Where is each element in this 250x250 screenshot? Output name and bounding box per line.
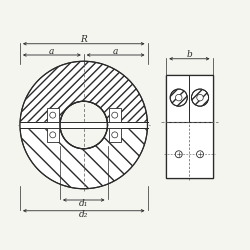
Bar [166, 75, 212, 178]
Text: d₁: d₁ [79, 199, 88, 208]
Circle shape [170, 89, 187, 106]
Circle shape [112, 132, 118, 138]
Bar [109, 128, 121, 142]
Text: d₂: d₂ [79, 210, 88, 219]
Circle shape [197, 94, 203, 101]
Circle shape [112, 112, 118, 118]
Bar [166, 75, 212, 178]
Bar [109, 108, 121, 122]
Circle shape [50, 112, 56, 118]
Circle shape [50, 132, 56, 138]
Circle shape [175, 151, 182, 158]
Bar [166, 122, 212, 178]
Wedge shape [20, 125, 148, 189]
Circle shape [176, 94, 182, 101]
Wedge shape [20, 61, 148, 125]
Bar [166, 75, 212, 122]
Bar [47, 128, 59, 142]
Text: a: a [49, 47, 54, 56]
Bar [47, 108, 59, 122]
Circle shape [192, 89, 208, 106]
Circle shape [196, 151, 203, 158]
Text: b: b [186, 50, 192, 59]
Text: a: a [113, 47, 118, 56]
Text: R: R [80, 35, 87, 44]
